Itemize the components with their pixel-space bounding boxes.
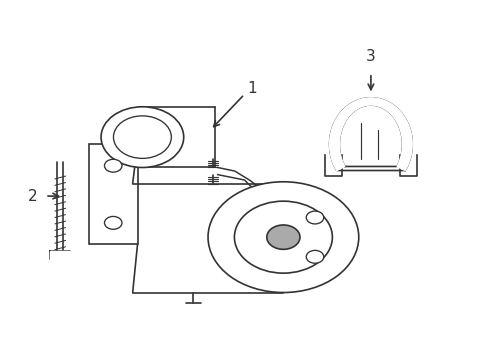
Circle shape: [104, 159, 122, 172]
Text: 3: 3: [366, 49, 375, 64]
Circle shape: [101, 107, 183, 167]
Circle shape: [207, 182, 358, 293]
Circle shape: [113, 116, 171, 158]
Circle shape: [104, 216, 122, 229]
Circle shape: [266, 225, 299, 249]
Text: 1: 1: [246, 81, 256, 96]
Circle shape: [305, 250, 323, 263]
Circle shape: [234, 201, 332, 273]
Polygon shape: [329, 98, 411, 171]
Polygon shape: [50, 251, 70, 259]
Circle shape: [305, 211, 323, 224]
Text: 2: 2: [28, 189, 38, 203]
